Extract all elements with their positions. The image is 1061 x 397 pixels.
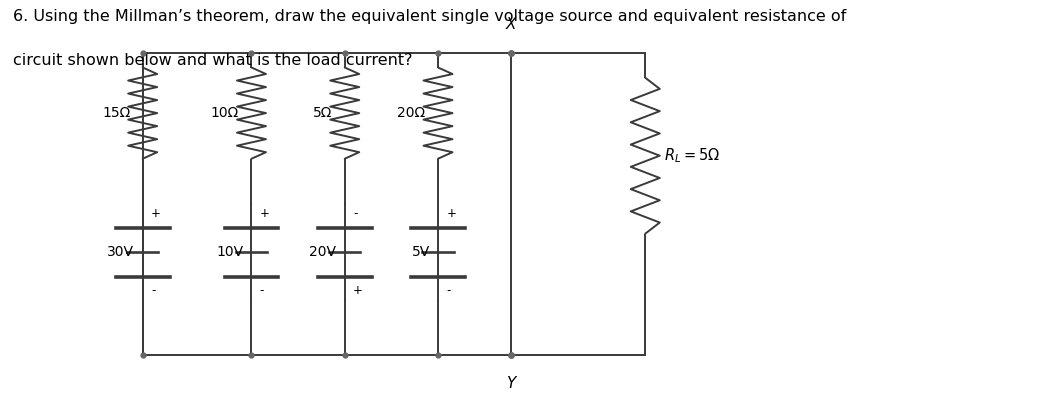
- Text: +: +: [447, 207, 456, 220]
- Text: X: X: [505, 17, 516, 32]
- Text: Y: Y: [506, 376, 516, 391]
- Text: $R_L = 5\Omega$: $R_L = 5\Omega$: [664, 146, 720, 165]
- Text: 15Ω: 15Ω: [102, 106, 131, 120]
- Text: 5Ω: 5Ω: [313, 106, 332, 120]
- Text: circuit shown below and what is the load current?: circuit shown below and what is the load…: [13, 53, 413, 68]
- Text: 6. Using the Millman’s theorem, draw the equivalent single voltage source and eq: 6. Using the Millman’s theorem, draw the…: [13, 9, 847, 23]
- Text: +: +: [260, 207, 269, 220]
- Text: 20Ω: 20Ω: [398, 106, 425, 120]
- Text: -: -: [353, 207, 358, 220]
- Text: 5V: 5V: [412, 245, 430, 260]
- Text: -: -: [151, 283, 155, 297]
- Text: +: +: [151, 207, 161, 220]
- Text: 30V: 30V: [107, 245, 135, 260]
- Text: 20V: 20V: [310, 245, 336, 260]
- Text: -: -: [447, 283, 451, 297]
- Text: 10V: 10V: [216, 245, 243, 260]
- Text: 10Ω: 10Ω: [211, 106, 239, 120]
- Text: +: +: [353, 283, 363, 297]
- Text: -: -: [260, 283, 264, 297]
